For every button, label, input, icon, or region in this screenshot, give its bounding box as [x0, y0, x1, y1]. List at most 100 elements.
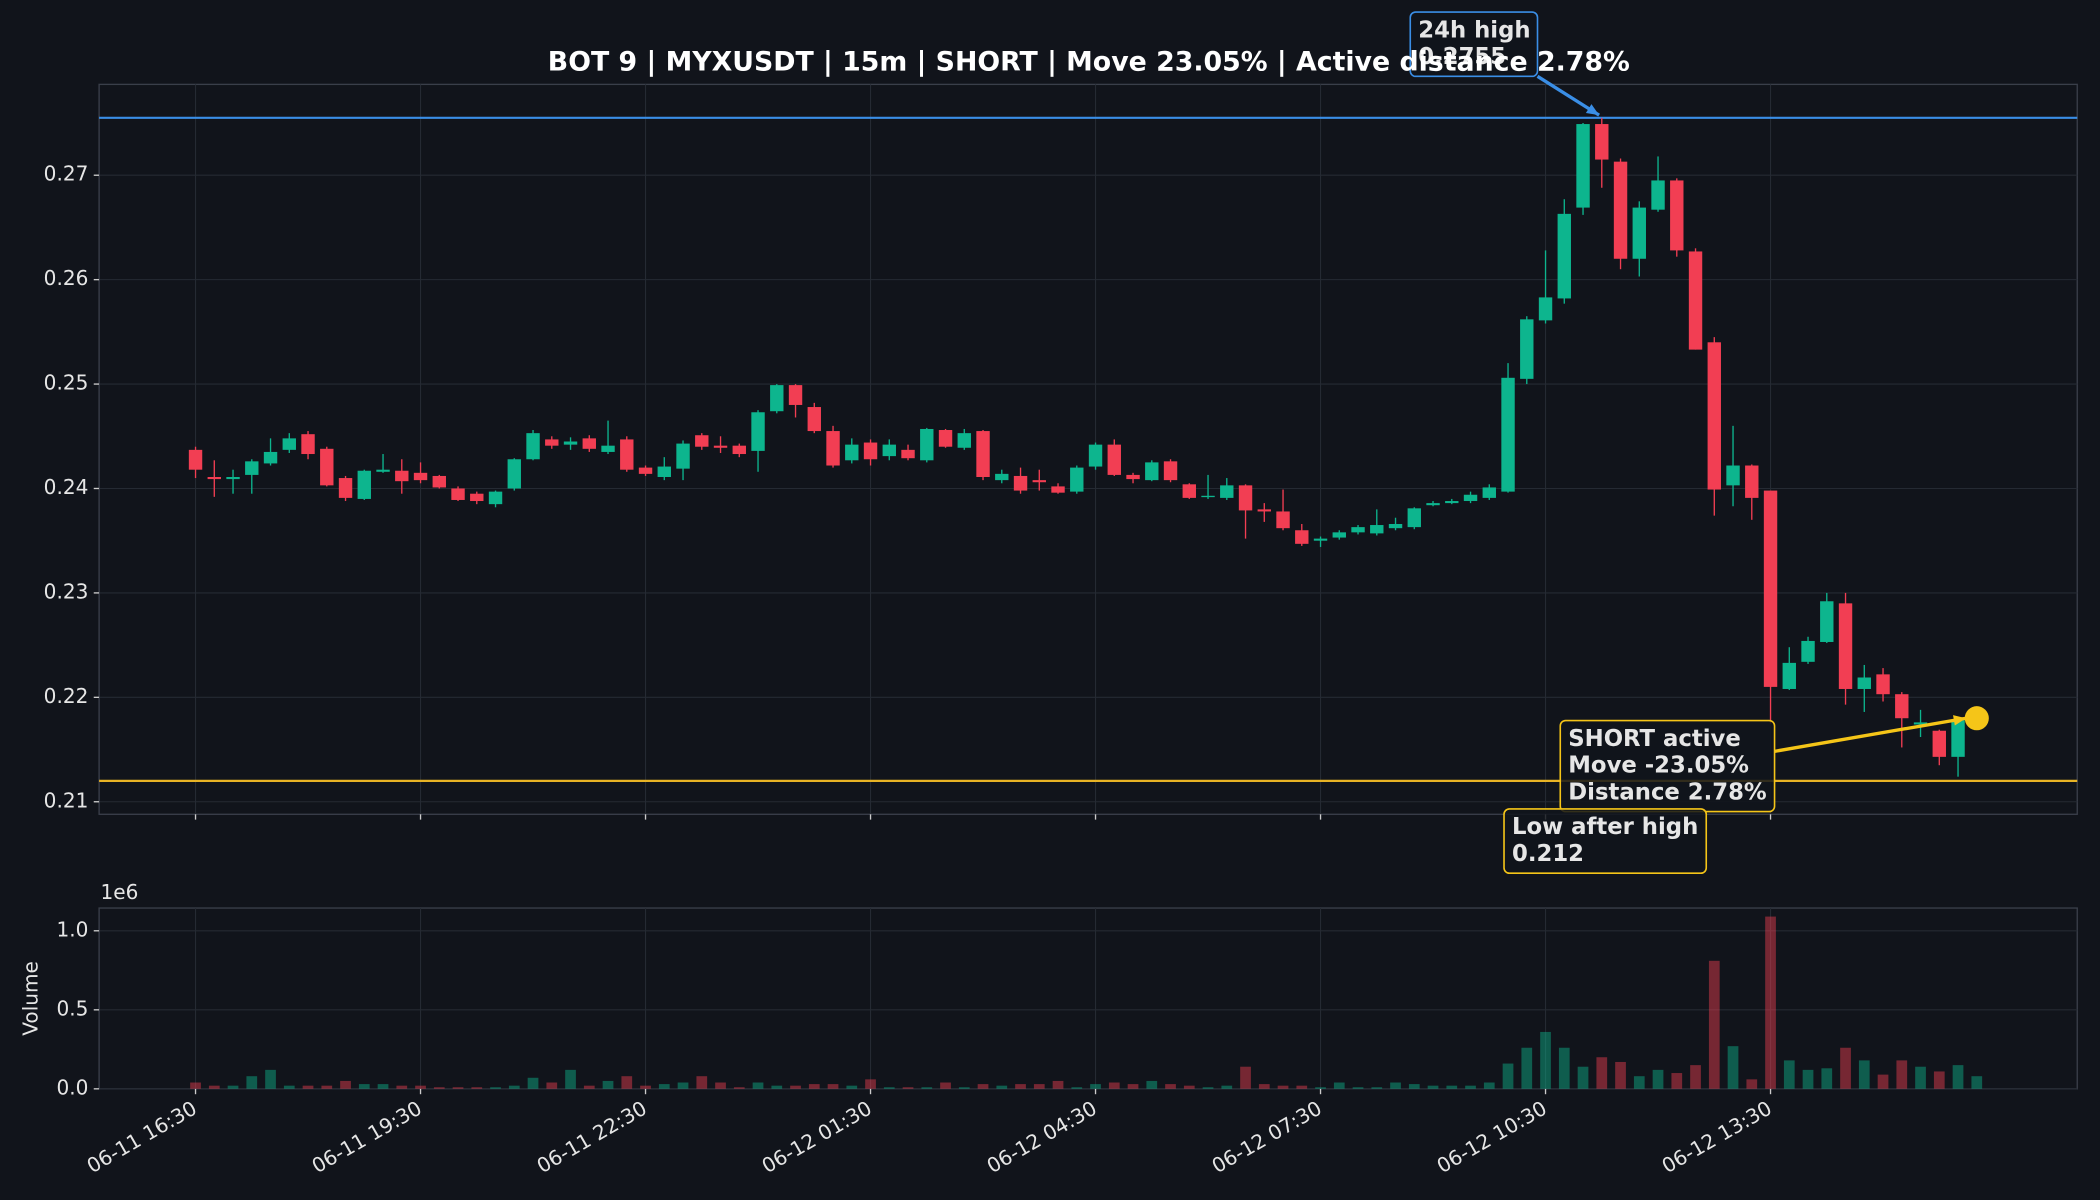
volume-bar	[1952, 1065, 1964, 1089]
candle-body	[901, 449, 915, 459]
annotation-text: 0.212	[1512, 841, 1584, 867]
volume-bar	[1502, 1063, 1514, 1089]
candle-body	[320, 448, 334, 486]
arrow-head	[1953, 715, 1967, 726]
volume-bar	[1090, 1084, 1101, 1089]
y-tick-label: 0.27	[44, 162, 89, 186]
volume-axis-label: Volume	[19, 961, 43, 1036]
volume-bar	[302, 1085, 314, 1089]
candle-body	[1820, 601, 1834, 642]
candle-body	[1070, 467, 1084, 492]
volume-scale-label: 1e6	[100, 880, 138, 904]
y-tick-label: 0.21	[44, 788, 89, 812]
candle-body	[657, 466, 671, 478]
candle-body	[1463, 494, 1478, 502]
volume-bar	[1765, 916, 1776, 1089]
candle-body	[357, 470, 371, 499]
volume-bar	[1633, 1076, 1645, 1089]
candle-body	[845, 444, 859, 461]
volume-bar	[827, 1084, 839, 1089]
candle-body	[226, 477, 240, 480]
y-tick-label: 1.0	[56, 917, 88, 941]
candle-body	[1276, 511, 1290, 529]
volume-bar	[1146, 1080, 1158, 1089]
candle-body	[788, 385, 803, 405]
candle-body	[1932, 730, 1946, 757]
annotation-box	[1409, 11, 1539, 78]
candle-body	[413, 472, 428, 481]
volume-bar	[1746, 1079, 1758, 1089]
volume-bar	[1877, 1074, 1889, 1089]
candle-body	[470, 493, 484, 502]
candle-body	[1388, 523, 1403, 529]
volume-bar	[471, 1087, 483, 1089]
candle-body	[1707, 342, 1721, 490]
volume-bar	[227, 1085, 239, 1089]
volume-bar	[1202, 1087, 1214, 1089]
volume-bar	[1127, 1084, 1139, 1089]
volume-bar	[190, 1082, 201, 1089]
candle-body	[301, 434, 315, 455]
candle-body	[1351, 527, 1365, 533]
candle-body	[1238, 485, 1253, 511]
volume-bar	[771, 1085, 783, 1089]
volume-bar	[1896, 1060, 1908, 1089]
candle-body	[188, 449, 203, 470]
candle-body	[1745, 465, 1759, 498]
candle-body	[1145, 462, 1159, 481]
candle-body	[1107, 444, 1121, 475]
candle-body	[338, 478, 353, 498]
volume-bar	[583, 1085, 595, 1089]
volume-bar	[1183, 1085, 1195, 1089]
y-tick-label: 0.0	[56, 1075, 88, 1099]
volume-bar	[1840, 1047, 1851, 1089]
candle-body	[1520, 319, 1534, 379]
volume-bar	[1108, 1082, 1120, 1089]
candle-body	[938, 430, 953, 447]
annotation-text: SHORT active	[1568, 726, 1740, 752]
volume-bar	[883, 1087, 895, 1089]
volume-bar	[1052, 1080, 1064, 1089]
y-tick-label: 0.24	[44, 475, 89, 499]
candle-body	[582, 438, 596, 449]
chart-title: BOT 9 | MYXUSDT | 15m | SHORT | Move 23.…	[548, 46, 1630, 77]
volume-bar	[1221, 1085, 1233, 1089]
volume-bar	[790, 1085, 801, 1089]
volume-bar	[527, 1077, 539, 1089]
candle-body	[545, 439, 559, 446]
candle-body	[620, 439, 634, 470]
candle-body	[488, 491, 503, 505]
volume-bar	[808, 1084, 820, 1089]
volume-bar	[1783, 1060, 1795, 1089]
candle-body	[1032, 480, 1046, 483]
candle-body	[1782, 662, 1796, 689]
volume-bar	[752, 1082, 764, 1089]
annotation-text: 0.2755	[1418, 44, 1506, 70]
volume-bar	[1596, 1057, 1608, 1089]
candle-body	[1295, 530, 1309, 544]
volume-bar	[1540, 1031, 1551, 1089]
volume-bar	[996, 1085, 1008, 1089]
annotation-text: Move -23.05%	[1568, 753, 1749, 779]
y-tick-label: 0.23	[44, 579, 89, 603]
volume-bar	[846, 1085, 858, 1089]
volume-bar	[1408, 1084, 1420, 1089]
candle-body	[1257, 509, 1271, 512]
candle-body	[395, 470, 409, 482]
volume-bar	[1558, 1047, 1570, 1089]
candle-body	[432, 475, 446, 488]
candle-body	[1670, 180, 1684, 251]
candle-body	[1538, 297, 1553, 321]
volume-bar	[1483, 1082, 1495, 1089]
volume-bar	[358, 1084, 370, 1089]
candle-body	[245, 461, 259, 475]
volume-bar	[1915, 1066, 1926, 1089]
candle-body	[1632, 207, 1646, 259]
annotation-arrow	[1774, 716, 1967, 753]
volume-bar	[1352, 1087, 1364, 1089]
candle-body	[1951, 720, 1965, 757]
volume-bar	[452, 1087, 464, 1089]
candle-body	[1726, 465, 1740, 486]
volume-bar	[715, 1082, 726, 1089]
arrow-head	[1585, 104, 1600, 116]
